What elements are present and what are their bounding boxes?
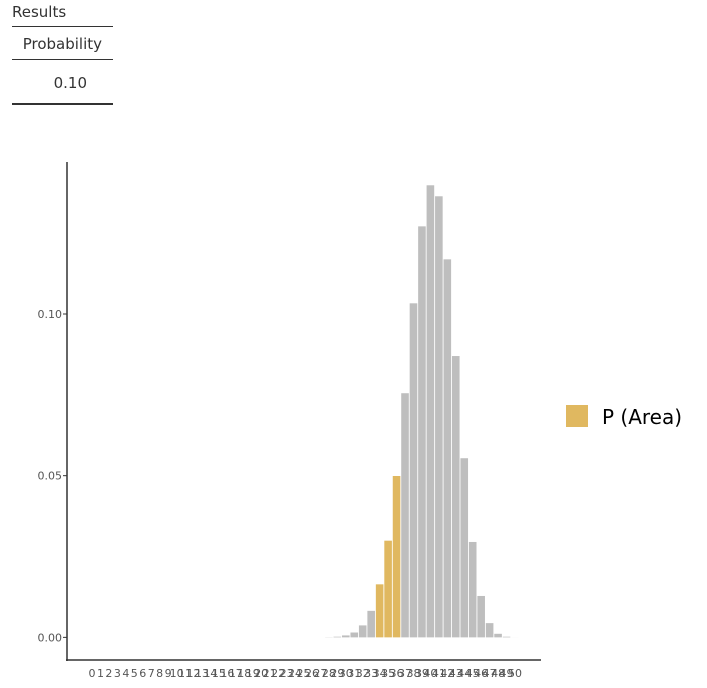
- x-tick-label: 37: [398, 667, 412, 680]
- bar: [435, 196, 443, 638]
- x-tick-label: 21: [263, 667, 277, 680]
- y-tick-label: 0.05: [38, 470, 63, 483]
- x-tick-label: 38: [406, 667, 420, 680]
- x-tick-label: 17: [229, 667, 243, 680]
- x-tick-label: 27: [313, 667, 327, 680]
- x-tick-label: 36: [390, 667, 404, 680]
- x-tick-label: 9: [165, 667, 172, 680]
- x-tick-label: 20: [254, 667, 268, 680]
- x-tick-label: 44: [457, 667, 471, 680]
- x-tick-label: 0: [89, 667, 96, 680]
- x-tick-label: 47: [483, 667, 497, 680]
- bar: [342, 635, 350, 638]
- bar: [451, 356, 460, 638]
- bar: [401, 393, 409, 638]
- x-tick-label: 7: [148, 667, 155, 680]
- bar: [384, 540, 392, 638]
- bar: [477, 595, 485, 638]
- x-tick-label: 49: [500, 667, 514, 680]
- x-tick-label: 2: [105, 667, 112, 680]
- x-tick-label: 24: [288, 667, 302, 680]
- y-tick-label: 0.10: [38, 308, 63, 321]
- x-tick-label: 16: [220, 667, 234, 680]
- bar: [485, 623, 494, 638]
- x-tick-label: 50: [508, 667, 522, 680]
- x-tick-label: 19: [246, 667, 260, 680]
- x-tick-label: 48: [491, 667, 505, 680]
- table-header: Probability: [12, 27, 113, 60]
- bar: [502, 636, 511, 638]
- x-tick-label: 40: [423, 667, 437, 680]
- x-tick-label: 1: [97, 667, 104, 680]
- x-tick-label: 35: [381, 667, 395, 680]
- bar: [358, 625, 367, 638]
- x-tick-label: 11: [178, 667, 192, 680]
- x-tick-label: 23: [280, 667, 294, 680]
- x-tick-label: 32: [356, 667, 370, 680]
- x-tick-label: 15: [212, 667, 226, 680]
- bar: [375, 584, 384, 638]
- x-tick-label: 45: [466, 667, 480, 680]
- table-cell: 0.10: [12, 60, 113, 105]
- x-tick-label: 29: [330, 667, 344, 680]
- y-tick-label: 0.00: [38, 631, 63, 644]
- x-tick-label: 10: [170, 667, 184, 680]
- x-tick-label: 14: [203, 667, 217, 680]
- bar: [367, 610, 375, 638]
- x-tick-label: 25: [297, 667, 311, 680]
- bar: [333, 636, 342, 638]
- x-tick-label: 4: [122, 667, 129, 680]
- x-tick-label: 13: [195, 667, 209, 680]
- bar: [494, 633, 502, 638]
- bar: [460, 458, 469, 638]
- table-title: Results: [12, 0, 113, 27]
- x-tick-label: 31: [347, 667, 361, 680]
- x-tick-label: 39: [415, 667, 429, 680]
- x-tick-label: 26: [305, 667, 319, 680]
- x-tick-label: 46: [474, 667, 488, 680]
- bar: [418, 226, 426, 638]
- x-tick-label: 42: [440, 667, 454, 680]
- x-tick-label: 34: [373, 667, 387, 680]
- x-tick-label: 41: [432, 667, 446, 680]
- x-tick-label: 28: [322, 667, 336, 680]
- bar: [392, 475, 401, 638]
- x-tick-label: 8: [156, 667, 163, 680]
- legend-swatch: [566, 405, 588, 427]
- x-tick-label: 33: [364, 667, 378, 680]
- x-tick-label: 6: [139, 667, 146, 680]
- bar: [426, 185, 435, 638]
- x-tick-label: 3: [114, 667, 121, 680]
- legend-label: P (Area): [602, 405, 682, 429]
- x-tick-label: 43: [449, 667, 463, 680]
- bar: [443, 259, 452, 638]
- x-tick-label: 5: [131, 667, 138, 680]
- x-tick-label: 30: [339, 667, 353, 680]
- results-table: Results Probability 0.10: [12, 0, 113, 105]
- x-tick-label: 18: [237, 667, 251, 680]
- bar: [468, 541, 477, 638]
- x-tick-label: 12: [187, 667, 201, 680]
- x-tick-label: 22: [271, 667, 285, 680]
- bar: [409, 303, 418, 638]
- bar: [350, 632, 359, 638]
